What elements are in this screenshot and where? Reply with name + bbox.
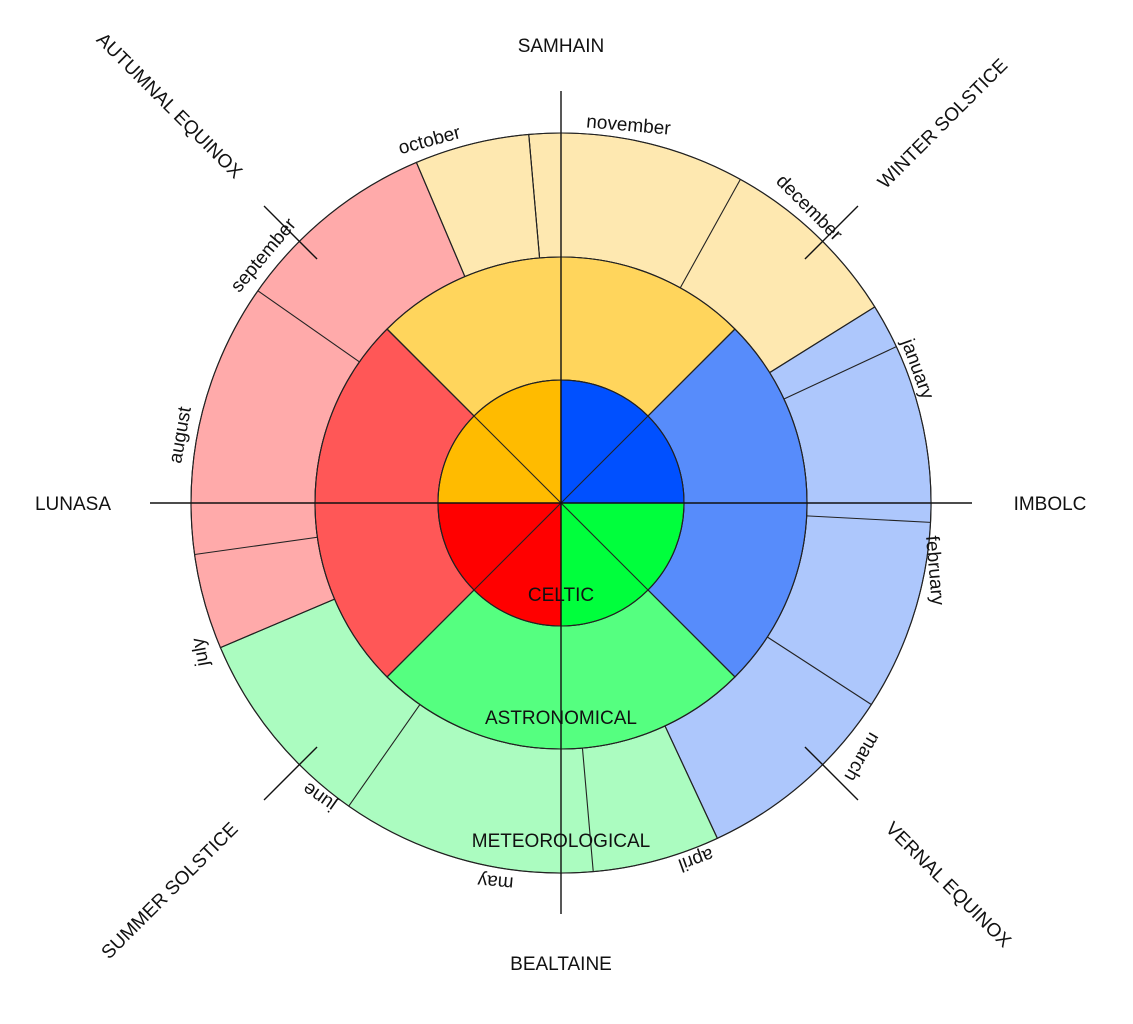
month-divider xyxy=(769,306,876,374)
month-divider xyxy=(581,748,594,872)
month-label-july: july xyxy=(188,636,214,669)
month-divider xyxy=(348,704,421,807)
axis-tick-solstice-equinox xyxy=(804,205,859,260)
month-label-august: august xyxy=(165,404,196,465)
month-divider xyxy=(664,725,718,839)
month-label-may: may xyxy=(476,869,514,893)
festival-bealtaine: BEALTAINE xyxy=(510,954,612,975)
ring-divider xyxy=(386,328,475,417)
festival-winter-solstice: WINTER SOLSTICE xyxy=(874,55,1012,193)
festival-summer-solstice: SUMMER SOLSTICE xyxy=(98,819,243,964)
axis-tick-solstice-equinox xyxy=(804,746,859,801)
month-divider xyxy=(220,598,335,649)
month-divider xyxy=(783,346,897,400)
festival-vernal-equinox: VERNAL EQUINOX xyxy=(881,818,1015,952)
month-divider xyxy=(528,134,541,258)
ring-label-astronomical: ASTRONOMICAL xyxy=(485,708,637,729)
axis-tick-solstice-equinox xyxy=(263,746,318,801)
ring-label-celtic: CELTIC xyxy=(528,585,594,606)
month-divider xyxy=(806,515,931,523)
axis-tick-solstice-equinox xyxy=(263,205,318,260)
ring-label-meteorological: METEOROLOGICAL xyxy=(472,831,650,852)
month-divider xyxy=(194,536,318,556)
festival-axes xyxy=(150,91,972,914)
month-divider xyxy=(679,179,741,289)
month-divider xyxy=(415,162,466,277)
month-divider xyxy=(257,290,360,363)
festival-samhain: SAMHAIN xyxy=(518,36,605,57)
meteorological-ring xyxy=(190,132,932,874)
month-divider xyxy=(767,636,872,705)
festival-lunasa: LUNASA xyxy=(35,494,111,515)
festival-imbolc: IMBOLC xyxy=(1014,494,1087,515)
festival-autumnal-equinox: AUTUMNAL EQUINOX xyxy=(92,29,246,183)
month-label-february: february xyxy=(921,535,948,607)
